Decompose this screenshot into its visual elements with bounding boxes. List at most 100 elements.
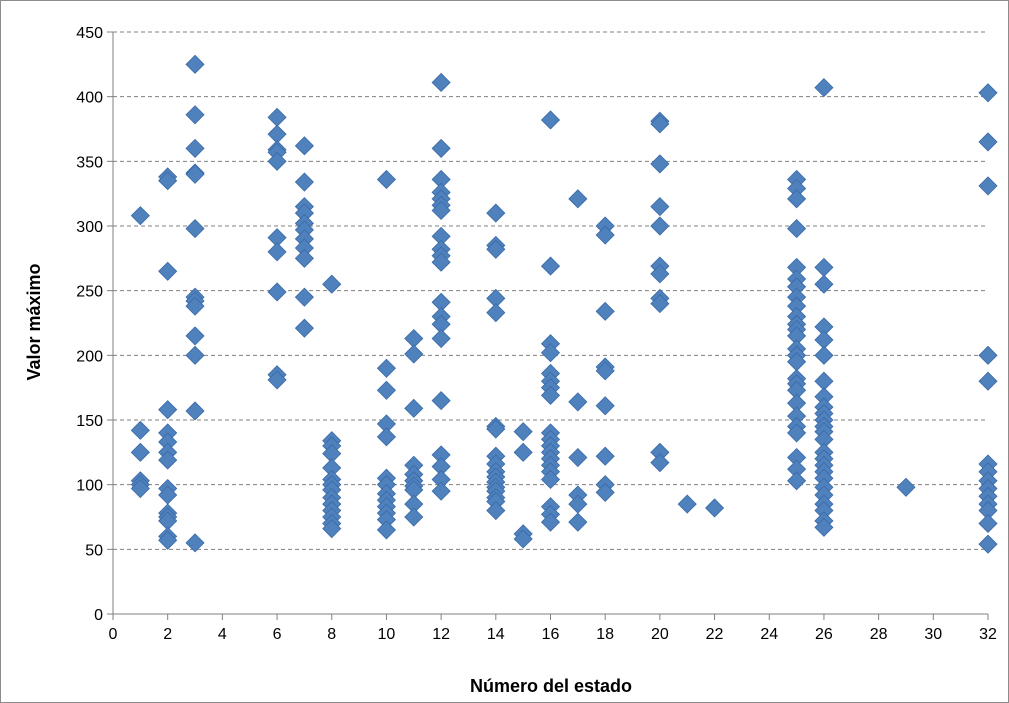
data-point: [568, 447, 588, 468]
data-point: [431, 72, 451, 93]
x-tick-label: 24: [760, 626, 778, 643]
data-point: [486, 419, 506, 439]
data-point: [787, 219, 807, 239]
data-point: [814, 274, 834, 294]
data-point: [978, 371, 998, 391]
data-point: [896, 477, 916, 497]
data-point: [540, 256, 561, 276]
data-point: [814, 78, 834, 98]
data-point: [814, 345, 834, 365]
y-tick-label: 300: [76, 219, 103, 236]
data-point: [185, 401, 205, 421]
x-tick-label: 26: [815, 626, 833, 643]
data-point: [650, 197, 670, 217]
x-tick-label: 8: [327, 626, 336, 643]
data-point: [294, 318, 314, 338]
y-tick-label: 0: [94, 607, 103, 624]
y-tick-label: 400: [76, 90, 103, 107]
data-point: [568, 392, 588, 412]
data-point: [595, 482, 615, 502]
data-point: [185, 164, 205, 184]
y-tick-label: 450: [76, 25, 103, 42]
data-point: [486, 203, 506, 223]
data-point: [540, 469, 561, 490]
data-point: [294, 248, 314, 268]
data-point: [540, 110, 561, 130]
data-point: [595, 446, 615, 466]
data-point: [787, 423, 807, 443]
data-point: [185, 296, 205, 316]
data-point: [158, 530, 178, 550]
data-point: [404, 398, 424, 418]
data-point: [130, 420, 150, 440]
data-points: [130, 54, 998, 554]
data-point: [486, 303, 506, 323]
data-point: [294, 287, 314, 307]
x-tick-label: 18: [596, 626, 614, 643]
data-point: [431, 252, 451, 272]
data-point: [185, 326, 205, 346]
x-axis-title: Número del estado: [470, 676, 632, 696]
data-point: [267, 282, 287, 302]
x-tick-label: 16: [542, 626, 560, 643]
data-point: [158, 171, 178, 191]
data-point: [704, 498, 725, 518]
data-point: [431, 200, 451, 221]
data-point: [294, 136, 314, 156]
y-tick-label: 100: [76, 478, 103, 495]
data-point: [650, 294, 670, 314]
data-point: [595, 301, 615, 321]
data-point: [185, 105, 205, 125]
x-tick-label: 14: [487, 626, 505, 643]
data-point: [130, 206, 150, 226]
data-point: [568, 189, 588, 209]
data-point: [595, 396, 615, 416]
data-point: [185, 533, 205, 553]
x-tick-label: 30: [924, 626, 942, 643]
y-tick-label: 200: [76, 348, 103, 365]
data-point: [158, 261, 178, 281]
x-tick-label: 22: [706, 626, 724, 643]
y-tick-label: 250: [76, 284, 103, 301]
data-point: [650, 453, 670, 473]
data-point: [376, 358, 397, 378]
data-point: [431, 328, 451, 349]
data-point: [540, 512, 561, 532]
data-point: [376, 520, 397, 540]
data-point: [787, 189, 807, 209]
data-point: [978, 513, 998, 534]
data-point: [540, 343, 561, 363]
data-point: [486, 500, 506, 521]
data-point: [322, 274, 342, 294]
data-point: [650, 154, 670, 174]
data-point: [267, 242, 287, 262]
data-point: [595, 225, 615, 245]
data-point: [978, 345, 998, 365]
x-tick-label: 4: [218, 626, 227, 643]
data-point: [513, 422, 533, 442]
x-tick-label: 2: [163, 626, 172, 643]
data-point: [513, 442, 533, 462]
y-tick-label: 350: [76, 154, 103, 171]
x-tick-label: 32: [979, 626, 997, 643]
data-point: [431, 138, 451, 158]
data-point: [486, 239, 506, 259]
data-point: [650, 216, 670, 236]
data-point: [677, 494, 697, 514]
data-point: [431, 481, 451, 501]
data-point: [185, 345, 205, 365]
data-point: [376, 169, 397, 190]
data-point: [130, 442, 150, 462]
data-point: [978, 176, 998, 196]
axes: [107, 31, 989, 620]
data-point: [185, 219, 205, 239]
data-point: [376, 427, 397, 447]
data-point: [185, 138, 205, 158]
data-point: [650, 114, 670, 134]
data-point: [814, 517, 834, 537]
x-tick-label: 0: [109, 626, 118, 643]
